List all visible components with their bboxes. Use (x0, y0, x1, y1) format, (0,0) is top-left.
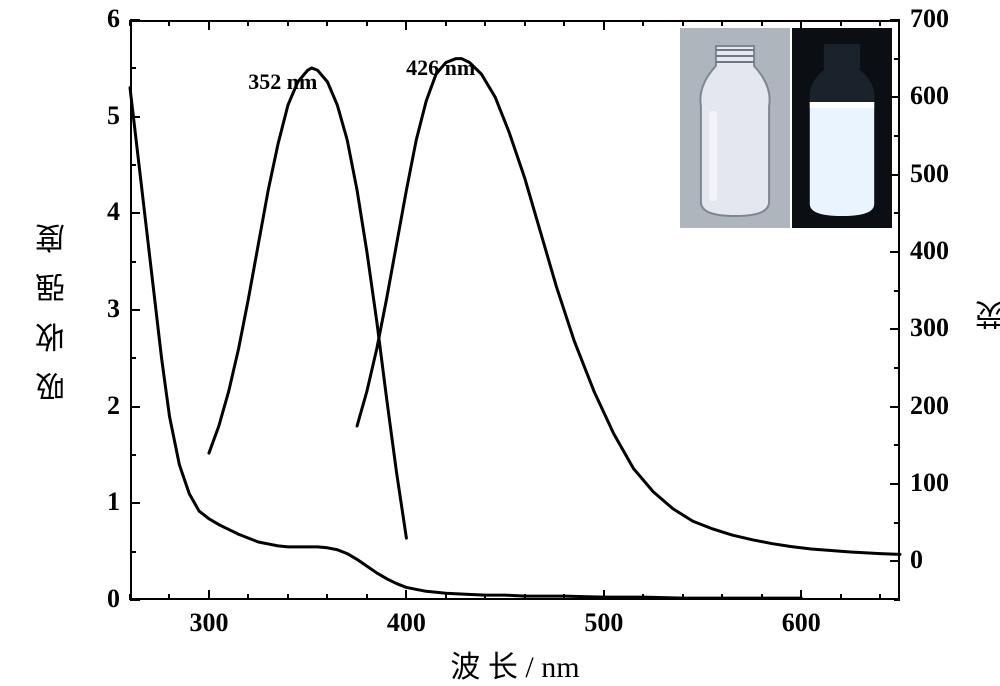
yr-tick-label: 0 (910, 545, 970, 575)
x-tick-top (208, 20, 210, 30)
yl-tick (130, 551, 136, 553)
yl-tick (130, 406, 140, 408)
x-tick (247, 594, 249, 600)
yl-tick-label: 2 (80, 391, 120, 421)
yr-tick (890, 406, 900, 408)
x-tick-label: 500 (574, 608, 634, 638)
x-tick-top (247, 20, 249, 26)
x-tick (445, 594, 447, 600)
x-tick-label: 400 (376, 608, 436, 638)
yl-tick-label: 3 (80, 294, 120, 324)
x-tick (603, 590, 605, 600)
x-tick (563, 594, 565, 600)
x-tick-top (563, 20, 565, 26)
x-tick-top (840, 20, 842, 26)
x-tick-top (287, 20, 289, 26)
yr-tick (894, 58, 900, 60)
x-tick-top (405, 20, 407, 30)
x-tick (682, 594, 684, 600)
x-tick-top (168, 20, 170, 26)
yr-tick (890, 560, 900, 562)
x-tick (484, 594, 486, 600)
x-tick-label: 600 (771, 608, 831, 638)
yr-tick-label: 100 (910, 468, 970, 498)
yr-tick (894, 444, 900, 446)
inset-vial-uv (792, 28, 892, 228)
yr-tick (894, 290, 900, 292)
yl-tick (130, 67, 136, 69)
x-tick-top (603, 20, 605, 30)
x-tick-top (800, 20, 802, 30)
yr-tick (890, 19, 900, 21)
x-tick-top (366, 20, 368, 26)
yl-tick (130, 212, 140, 214)
x-tick (524, 594, 526, 600)
yr-tick-label: 700 (910, 4, 970, 34)
yr-tick (894, 212, 900, 214)
yl-tick-label: 1 (80, 487, 120, 517)
x-tick-top (524, 20, 526, 26)
x-tick (642, 594, 644, 600)
yl-tick (130, 261, 136, 263)
yr-tick (890, 251, 900, 253)
x-tick-label: 300 (179, 608, 239, 638)
yr-tick (894, 599, 900, 601)
y-right-axis-label: 荧光强度/(a.u.) (972, 160, 1000, 470)
excitation-curve (209, 68, 406, 538)
y-left-axis-label: 吸 收 强 度 (32, 190, 76, 430)
yr-tick-label: 400 (910, 236, 970, 266)
yr-tick-label: 500 (910, 159, 970, 189)
x-tick (800, 590, 802, 600)
yr-tick (894, 135, 900, 137)
x-tick (761, 594, 763, 600)
yr-tick (894, 367, 900, 369)
yr-tick (894, 522, 900, 524)
x-tick (168, 594, 170, 600)
x-tick (208, 590, 210, 600)
x-axis-label: 波 长 / nm (415, 642, 615, 686)
x-tick-top (761, 20, 763, 26)
yl-tick (130, 164, 136, 166)
yl-tick (130, 116, 140, 118)
yl-tick-label: 6 (80, 4, 120, 34)
yr-tick (890, 328, 900, 330)
yl-tick-label: 4 (80, 197, 120, 227)
yl-tick (130, 357, 136, 359)
inset-vial-daylight (680, 28, 790, 228)
yl-tick (130, 502, 140, 504)
chart-container: 吸 收 强 度 荧光强度/(a.u.) 波 长 / nm 30040050060… (0, 0, 1000, 686)
x-tick (879, 594, 881, 600)
peak-label: 352 nm (248, 69, 317, 95)
yr-tick (890, 483, 900, 485)
x-tick-top (682, 20, 684, 26)
yr-tick-label: 200 (910, 391, 970, 421)
x-tick (287, 594, 289, 600)
yl-tick-label: 0 (80, 584, 120, 614)
x-tick-top (326, 20, 328, 26)
x-tick-top (642, 20, 644, 26)
x-tick-top (879, 20, 881, 26)
x-tick (840, 594, 842, 600)
yl-tick (130, 599, 140, 601)
x-tick-top (721, 20, 723, 26)
x-tick-top (445, 20, 447, 26)
yr-tick (890, 96, 900, 98)
yr-tick-label: 600 (910, 81, 970, 111)
yl-tick (130, 309, 140, 311)
x-tick (721, 594, 723, 600)
yl-tick-label: 5 (80, 101, 120, 131)
yr-tick (890, 174, 900, 176)
curves-layer (0, 0, 1000, 686)
x-tick-top (484, 20, 486, 26)
peak-label: 426 nm (406, 55, 475, 81)
yl-tick (130, 19, 140, 21)
x-tick (405, 590, 407, 600)
yr-tick-label: 300 (910, 313, 970, 343)
x-tick (366, 594, 368, 600)
yl-tick (130, 454, 136, 456)
x-tick (326, 594, 328, 600)
